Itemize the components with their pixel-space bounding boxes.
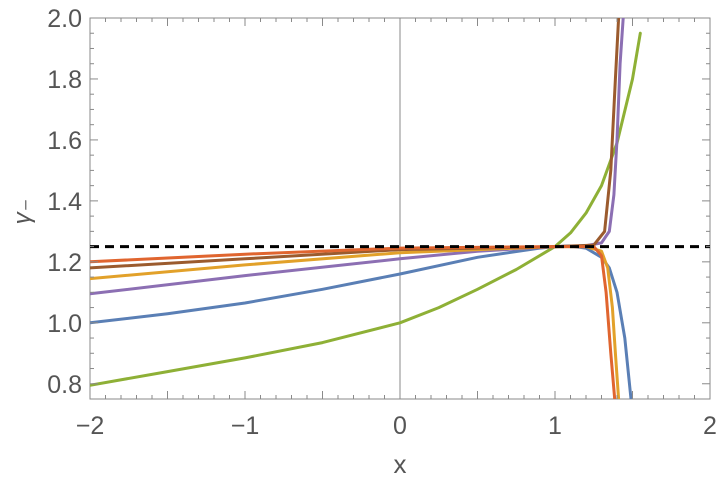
series-line-5 <box>90 18 621 270</box>
curves-layer <box>90 18 710 399</box>
ticks-layer: −2 −1 0 1 2 0.8 1.0 1.2 1.4 1.6 1.8 2.0 <box>47 5 717 440</box>
x-axis-title: x <box>394 449 407 479</box>
x-tick-label: 2 <box>703 412 717 440</box>
series-line-1 <box>90 31 642 387</box>
series-line-4 <box>90 245 621 399</box>
y-tick-label: 2.0 <box>47 5 82 33</box>
x-tick-label: −2 <box>76 412 105 440</box>
y-tick-label: 1.2 <box>47 249 82 277</box>
x-tick-label: −1 <box>231 412 260 440</box>
x-tick-label: 0 <box>393 412 407 440</box>
y-tick-label: 1.6 <box>47 127 82 155</box>
y-tick-label: 1.0 <box>47 310 82 338</box>
y-tick-label: 0.8 <box>47 371 82 399</box>
y-tick-label: 1.4 <box>47 188 82 216</box>
y-axis-title: γ₋ <box>9 199 36 224</box>
series-line-2 <box>90 244 633 399</box>
y-tick-label: 1.8 <box>47 66 82 94</box>
x-tick-label: 1 <box>548 412 562 440</box>
series-line-6 <box>90 245 617 399</box>
